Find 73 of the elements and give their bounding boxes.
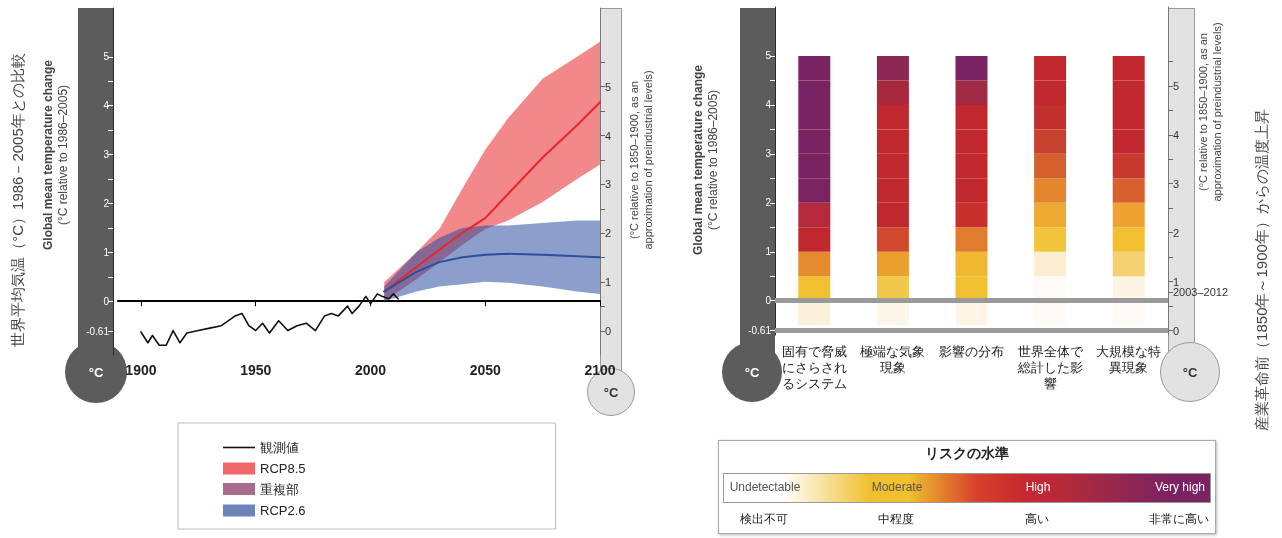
bar [876,251,909,277]
bar [798,251,831,277]
bar [876,80,909,105]
x-tick-label: 2100 [584,362,616,378]
text: 重複部 [260,482,299,497]
y-tick-label: 2 [765,197,772,209]
bar [1112,251,1145,277]
legend-label: RCP2.6 [260,503,306,518]
y2-tick-label: 5 [605,80,612,93]
bar [955,300,988,326]
color-scale: Undetectable Moderate High Very high [723,473,1211,503]
text: 検出不可 [740,511,788,528]
bar [876,300,909,326]
bar [955,55,988,81]
legend-label: 観測値 [260,440,299,455]
y2-tick-label: 4 [1173,128,1180,141]
x-tick-label: 2050 [469,362,502,378]
y-tick-label: 1 [103,246,110,258]
text: 世界平均気温（°C）1986－2005年との比較 [9,53,27,347]
x-tick-label: 2000 [354,362,387,378]
text: 高い [1025,511,1049,528]
y2-axis-title: (°C relative to 1850–1900, as an approximation of preindustrial levels) [1196,22,1224,202]
bar [1112,153,1145,179]
bar [876,55,909,81]
y-tick-label: 4 [103,100,110,112]
y2-tick-label: 1 [605,276,612,289]
text: 産業革命前（1850年～1900年）からの温度上昇 [1253,109,1271,431]
bar [1034,202,1067,228]
bar [955,80,988,105]
y2-tick-label: 0 [1173,324,1180,337]
x-tick-label: 1900 [125,362,157,378]
bar [1112,202,1145,228]
x-tick-label: 世界全体で総計した影響 [1016,343,1084,391]
y2-tick-label: 2003–2012 [1173,286,1229,299]
y-tick-label: 2 [103,197,110,209]
y-tick-label: -0.61 [86,325,110,337]
x-tick-label: 1950 [240,362,272,378]
y2-tick-label: 2 [1173,226,1180,239]
y2-tick-label: 2 [605,227,612,240]
x-tick-label: 影響の分布 [939,343,1004,359]
text: 非常に高い [1149,511,1209,528]
y-axis-title: Global mean temperature change (°C relative to 1986–2005) [41,59,71,251]
bar [1112,300,1145,326]
bar [1034,251,1067,277]
bar [1034,227,1067,252]
y2-tick-label: 5 [1173,79,1180,92]
legend-label: RCP8.5 [260,461,306,476]
bar [798,300,831,326]
y2-tick-label: 0 [605,325,612,338]
bar [1034,153,1067,179]
y2-tick-label: 3 [1173,177,1180,190]
bar [1034,178,1067,203]
text: 中程度 [878,511,914,528]
x-tick-label: 大規模な特異現象 [1096,343,1162,375]
bar [876,227,909,252]
y-tick-label: 3 [103,149,110,161]
y2-axis-title: (°C relative to 1850–1900, as an approximation of preindustrial levels) [627,70,655,250]
x-tick-label: 固有で脅威にさらされるシステム [781,343,847,391]
y2-tick-label: 3 [605,178,612,191]
line-series [140,293,399,347]
bar [1034,129,1067,154]
legend-title: リスクの水準 [924,445,1010,463]
bar [1034,300,1067,326]
x-tick-label: 極端な気象現象 [860,343,926,375]
y-tick-label: 1 [765,246,772,258]
bar [955,227,988,252]
y2-tick-label: 4 [605,129,612,142]
line-series [383,101,601,293]
y-tick-label: -0.61 [748,325,772,337]
y2-tick-label: 1 [1173,275,1180,288]
y-axis-title: Global mean temperature change (°C relative to 1986–2005) [691,64,721,256]
bar [1112,178,1145,203]
line-series [383,252,601,293]
